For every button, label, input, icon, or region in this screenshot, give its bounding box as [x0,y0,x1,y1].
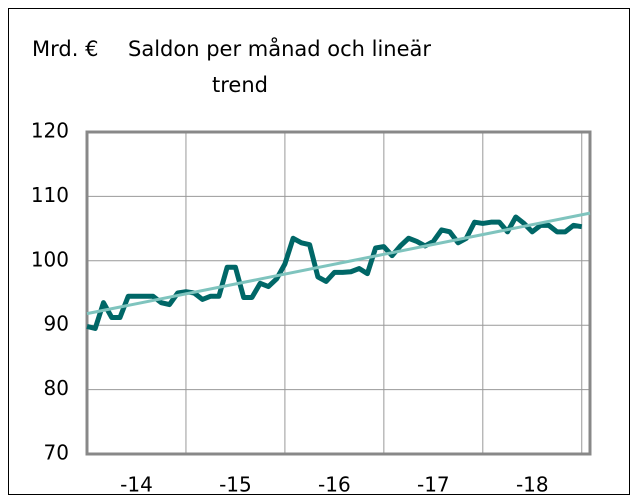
line [86,214,583,331]
frame [8,8,630,495]
y-tick-label: 100 [31,247,69,271]
x-tick-label: -15 [219,473,252,497]
line [86,211,591,316]
x-tick-label: -16 [318,473,351,497]
x-tick-label: -17 [417,473,450,497]
y-tick-label: 70 [44,441,69,465]
y-tick-label: 90 [44,312,69,336]
y-axis-label: Mrd. € [32,37,98,61]
chart-title: Saldon per månad och lineär [128,36,431,61]
x-tick-label: -18 [516,473,549,497]
y-tick-label: 110 [31,183,69,207]
chart-title: trend [212,73,268,97]
y-tick-label: 120 [31,119,69,143]
x-tick-label: -14 [120,473,153,497]
y-tick-label: 80 [44,376,69,400]
plot-border [85,130,592,456]
